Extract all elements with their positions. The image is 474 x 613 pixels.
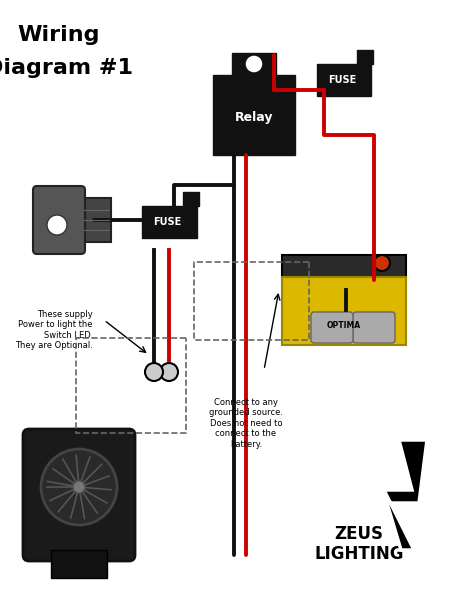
Circle shape [245,55,263,73]
FancyBboxPatch shape [142,206,197,238]
FancyBboxPatch shape [33,186,85,254]
FancyBboxPatch shape [282,255,407,277]
Text: Diagram #1: Diagram #1 [0,58,133,78]
FancyBboxPatch shape [23,429,135,561]
FancyBboxPatch shape [182,192,199,206]
Circle shape [47,215,67,235]
Text: These supply
Power to light the
Switch LED.
They are Optional.: These supply Power to light the Switch L… [15,310,93,350]
Text: FUSE: FUSE [153,217,181,227]
FancyBboxPatch shape [232,53,276,75]
Circle shape [145,363,163,381]
FancyBboxPatch shape [353,312,395,343]
Circle shape [160,363,178,381]
Text: FUSE: FUSE [328,75,356,85]
FancyBboxPatch shape [311,312,353,343]
Polygon shape [384,440,427,550]
Text: Connect to any
grounded source.
Does not need to
connect to the
battery.: Connect to any grounded source. Does not… [209,398,283,449]
Text: ZEUS: ZEUS [335,525,383,543]
Text: LIGHTING: LIGHTING [314,545,404,563]
FancyBboxPatch shape [282,277,407,345]
FancyBboxPatch shape [317,64,372,96]
FancyBboxPatch shape [357,50,374,64]
Circle shape [374,255,390,271]
Text: Wiring: Wiring [18,25,100,45]
FancyBboxPatch shape [213,75,295,155]
Text: OPTIMA: OPTIMA [327,321,361,330]
Circle shape [72,480,86,494]
Circle shape [41,449,117,525]
FancyBboxPatch shape [51,550,107,578]
Text: Relay: Relay [235,110,273,123]
FancyBboxPatch shape [82,198,111,242]
